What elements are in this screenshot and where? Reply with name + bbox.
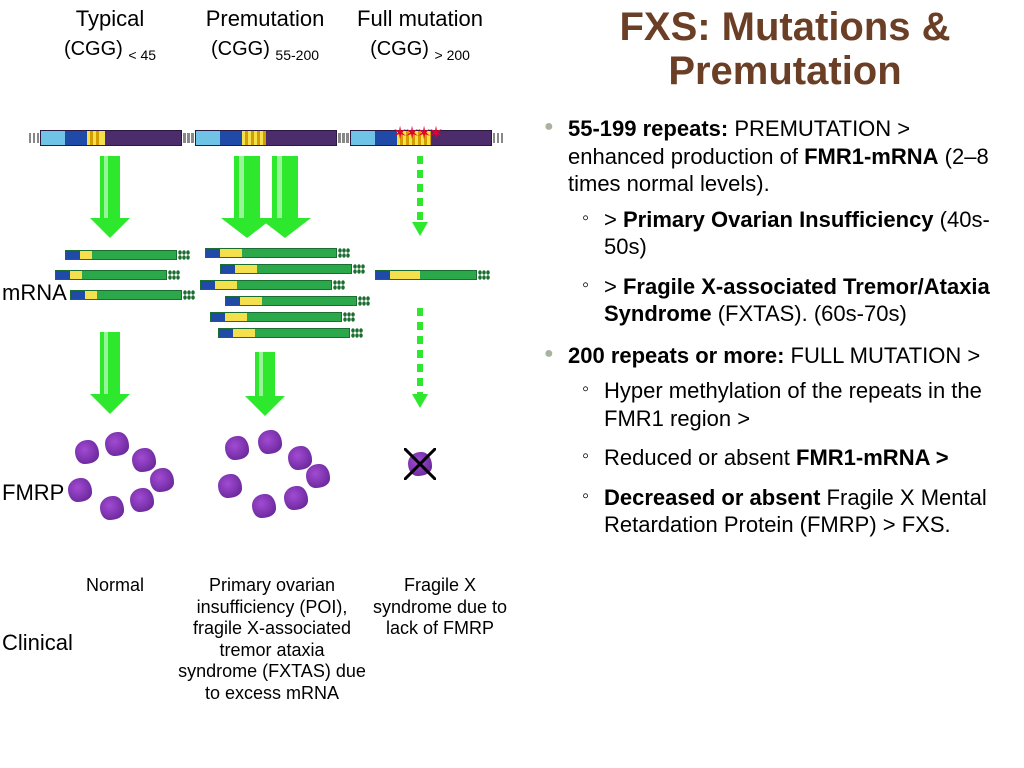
cgg-label-full: (CGG) > 200	[355, 38, 485, 63]
fmrp-blob-icon	[68, 478, 92, 502]
sub-decreased-fmrp: Decreased or absent Fragile X Mental Ret…	[604, 484, 1010, 539]
sub-fxtas: > Fragile X-associated Tremor/Ataxia Syn…	[604, 273, 1010, 328]
arrow-dash	[417, 170, 423, 178]
bullet-list: 55-199 repeats: PREMUTATION > enhanced p…	[540, 115, 1010, 553]
bullet-200: 200 repeats or more: FULL MUTATION > Hyp…	[568, 342, 1010, 539]
mrna-bar	[218, 328, 350, 338]
arrow-head-icon	[245, 396, 285, 416]
col-header-full: Full mutation	[355, 6, 485, 32]
mrna-bar	[70, 290, 182, 300]
fmrp-blob-icon	[258, 430, 282, 454]
mrna-bar	[220, 264, 352, 274]
fmrp-blob-icon	[150, 468, 174, 492]
fmrp-blob-icon	[288, 446, 312, 470]
arrow-solid	[100, 332, 120, 394]
fmrp-blob-icon	[100, 496, 124, 520]
arrow-dash	[417, 378, 423, 386]
arrow-dash	[417, 308, 423, 316]
mrna-bar	[200, 280, 332, 290]
mrna-bar	[375, 270, 477, 280]
sub-reduced-mrna: Reduced or absent FMR1-mRNA >	[604, 444, 1010, 472]
cgg-label-typical: (CGG) < 45	[45, 38, 175, 63]
fmrp-blob-icon	[306, 464, 330, 488]
clinical-typical: Normal	[60, 575, 170, 597]
mrna-bar	[55, 270, 167, 280]
sub-methyl: Hyper methylation of the repeats in the …	[604, 377, 1010, 432]
col-header-typical: Typical	[45, 6, 175, 32]
arrow-solid	[255, 352, 275, 396]
bullet-55-199: 55-199 repeats: PREMUTATION > enhanced p…	[568, 115, 1010, 328]
arrow-head-icon	[259, 218, 311, 238]
fmrp-blob-icon	[252, 494, 276, 518]
arrow-head-icon	[90, 394, 130, 414]
col-header-premut: Premutation	[200, 6, 330, 32]
mutation-diagram: Typical (CGG) < 45 Premutation (CGG) 55-200…	[0, 0, 530, 768]
fmrp-blob-icon	[130, 488, 154, 512]
row-label-fmrp: FMRP	[2, 480, 64, 506]
arrow-dash	[417, 156, 423, 164]
fmrp-blob-icon	[284, 486, 308, 510]
fmrp-blob-icon	[105, 432, 129, 456]
fmrp-blob-icon	[218, 474, 242, 498]
arrow-head-icon	[412, 394, 428, 408]
sub-poi: > Primary Ovarian Insufficiency (40s-50s…	[604, 206, 1010, 261]
fmrp-blob-icon	[225, 436, 249, 460]
slide-title: FXS: Mutations & Premutation	[555, 5, 1015, 93]
mrna-bar	[205, 248, 337, 258]
arrow-dash	[417, 336, 423, 344]
arrow-dash	[417, 322, 423, 330]
methylation-star-icon: ✶	[428, 126, 444, 142]
arrow-dash	[417, 364, 423, 372]
clinical-premut: Primary ovarian insufficiency (POI), fra…	[178, 575, 366, 705]
arrow-head-icon	[412, 222, 428, 236]
arrow-head-icon	[90, 218, 130, 238]
row-label-mrna: mRNA	[2, 280, 67, 306]
gene-bar-typical	[40, 130, 182, 146]
fmrp-blob-icon	[132, 448, 156, 472]
arrow-dash	[417, 184, 423, 192]
row-label-clinical: Clinical	[2, 630, 73, 656]
arrow-dash	[417, 350, 423, 358]
arrow-solid	[272, 156, 298, 218]
fmrp-blob-icon	[75, 440, 99, 464]
mrna-bar	[225, 296, 357, 306]
cross-out-icon	[404, 448, 436, 480]
mrna-bar	[210, 312, 342, 322]
arrow-dash	[417, 198, 423, 206]
gene-bar-premut	[195, 130, 337, 146]
cgg-label-premut: (CGG) 55-200	[200, 38, 330, 63]
arrow-solid	[234, 156, 260, 218]
arrow-solid	[100, 156, 120, 218]
mrna-bar	[65, 250, 177, 260]
arrow-dash	[417, 212, 423, 220]
clinical-full: Fragile X syndrome due to lack of FMRP	[370, 575, 510, 640]
